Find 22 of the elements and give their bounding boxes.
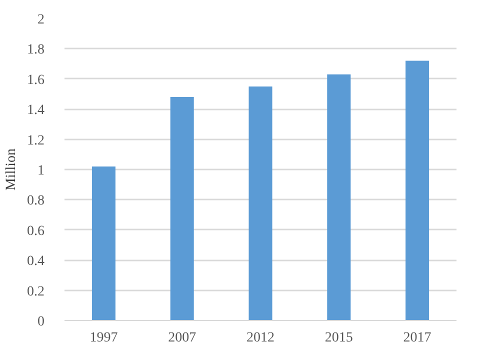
y-tick-label: 1.6 [27, 72, 44, 88]
y-tick-label: 1.8 [27, 42, 44, 58]
x-tick-label: 1997 [90, 330, 118, 346]
y-tick-label: 1.4 [27, 103, 44, 118]
x-tick-label: 2017 [403, 330, 432, 346]
bar [327, 74, 351, 320]
y-tick-label: 1.2 [27, 133, 44, 148]
y-tick-label: 2 [38, 12, 44, 28]
x-tick-label: 2007 [168, 330, 196, 346]
y-tick-label: 0 [38, 314, 44, 330]
y-axis-title: Million [4, 148, 19, 191]
y-tick-label: 0.8 [27, 194, 44, 209]
y-tick-label: 0.4 [27, 254, 44, 270]
bar [406, 60, 430, 320]
y-tick-label: 0.6 [27, 224, 44, 239]
x-tick-label: 2015 [324, 330, 353, 346]
x-tick-label: 2012 [246, 330, 274, 346]
y-tick-label: 0.2 [27, 284, 44, 300]
bar [92, 166, 116, 320]
bar [248, 86, 272, 320]
bar [170, 97, 194, 320]
y-tick-label: 1 [38, 164, 44, 178]
